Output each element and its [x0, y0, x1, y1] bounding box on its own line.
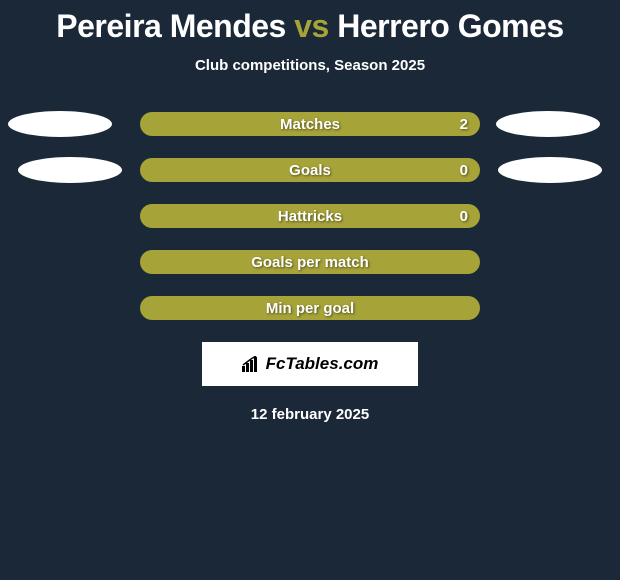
- stat-bar: Goals per match: [140, 250, 480, 274]
- stat-value: 0: [460, 162, 468, 179]
- player1-ellipse: [18, 157, 122, 183]
- comparison-title: Pereira Mendes vs Herrero Gomes: [0, 8, 620, 45]
- stat-value: 2: [460, 116, 468, 133]
- stat-label: Matches: [280, 116, 340, 133]
- stat-bar: Matches 2: [140, 112, 480, 136]
- stat-bar: Goals 0: [140, 158, 480, 182]
- stat-bar: Hattricks 0: [140, 204, 480, 228]
- stat-row: Hattricks 0: [0, 204, 620, 228]
- stat-row: Goals 0: [0, 158, 620, 182]
- watermark-text: FcTables.com: [266, 354, 379, 374]
- subtitle: Club competitions, Season 2025: [0, 57, 620, 74]
- stat-label: Min per goal: [266, 300, 354, 317]
- date: 12 february 2025: [0, 406, 620, 423]
- stat-label: Goals per match: [251, 254, 369, 271]
- stat-label: Hattricks: [278, 208, 342, 225]
- player1-ellipse: [8, 111, 112, 137]
- stat-value: 0: [460, 208, 468, 225]
- vs-separator: vs: [294, 8, 329, 44]
- player2-name: Herrero Gomes: [337, 8, 563, 44]
- player1-name: Pereira Mendes: [56, 8, 286, 44]
- stats-comparison-container: Pereira Mendes vs Herrero Gomes Club com…: [0, 0, 620, 423]
- stat-label: Goals: [289, 162, 331, 179]
- chart-icon: [242, 356, 262, 372]
- stat-bar: Min per goal: [140, 296, 480, 320]
- watermark: FcTables.com: [202, 342, 418, 386]
- stat-row: Goals per match: [0, 250, 620, 274]
- stats-rows: Matches 2 Goals 0 Hattricks 0 Goals per match M…: [0, 112, 620, 320]
- stat-row: Matches 2: [0, 112, 620, 136]
- player2-ellipse: [496, 111, 600, 137]
- stat-row: Min per goal: [0, 296, 620, 320]
- player2-ellipse: [498, 157, 602, 183]
